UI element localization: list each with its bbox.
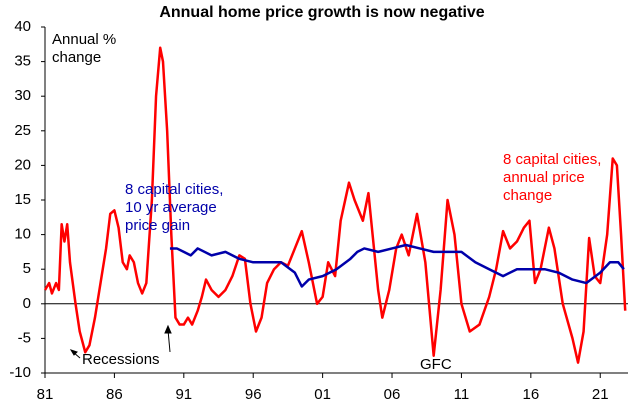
chart-title: Annual home price growth is now negative: [159, 4, 484, 21]
x-tick-label: 91: [175, 386, 192, 403]
y-tick-label: 40: [14, 18, 31, 35]
x-tick-label: 01: [314, 386, 331, 403]
annotation-arrows: [69, 324, 172, 359]
series-line: [169, 243, 625, 288]
x-tick-label: 21: [592, 386, 609, 403]
x-tick-label: 06: [384, 386, 401, 403]
annotation: GFC: [420, 356, 452, 373]
y-tick-label: 5: [23, 260, 31, 277]
series-label: change: [503, 187, 552, 204]
y-tick-label: 25: [14, 122, 31, 139]
series-label: price gain: [125, 217, 190, 234]
y-tick-label: 20: [14, 156, 31, 173]
y-tick-label: 15: [14, 191, 31, 208]
series-label: 8 capital cities,: [125, 181, 223, 198]
series-label: 8 capital cities,: [503, 151, 601, 168]
y-tick-label: -5: [18, 329, 31, 346]
series-label: annual price: [503, 169, 585, 186]
series-label: 10 yr average: [125, 199, 217, 216]
y-tick-label: 35: [14, 53, 31, 70]
y-tick-label: 10: [14, 226, 31, 243]
y-axis-label: Annual %: [52, 31, 116, 48]
x-tick-label: 86: [106, 386, 123, 403]
annotation: Recessions: [82, 351, 160, 368]
y-axis-label: change: [52, 49, 101, 66]
y-tick-label: -10: [9, 364, 31, 381]
y-tick-label: 0: [23, 295, 31, 312]
x-tick-label: 11: [454, 386, 470, 403]
x-tick-label: 81: [37, 386, 54, 403]
y-tick-label: 30: [14, 87, 31, 104]
x-tick-label: 96: [245, 386, 262, 403]
x-tick-label: 16: [522, 386, 539, 403]
